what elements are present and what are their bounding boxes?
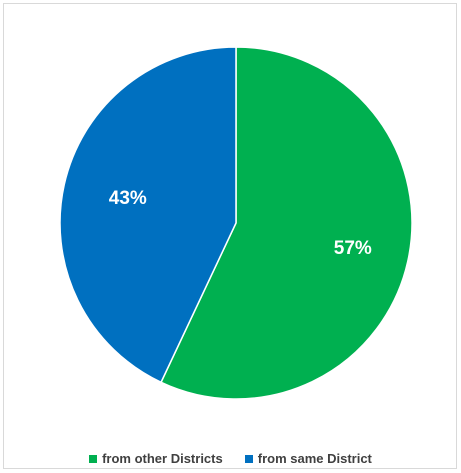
pie-data-label-from-same-district: 43% [109,188,147,209]
legend-label-same-district: from same District [257,451,372,466]
legend: from other Districts from same District [0,451,461,466]
pie-data-label-from-other-districts: 57% [334,238,372,259]
pie-labels: 57% 43% [109,188,372,259]
legend-item-same-district: from same District [244,451,372,466]
pie-slice-from-other-districts [160,46,413,400]
legend-swatch-same-district [244,454,253,463]
pie-slice-from-same-district [59,46,237,384]
legend-label-other-districts: from other Districts [102,451,223,466]
legend-item-other-districts: from other Districts [89,451,223,466]
legend-swatch-other-districts [89,454,98,463]
pie-slices [59,46,413,400]
